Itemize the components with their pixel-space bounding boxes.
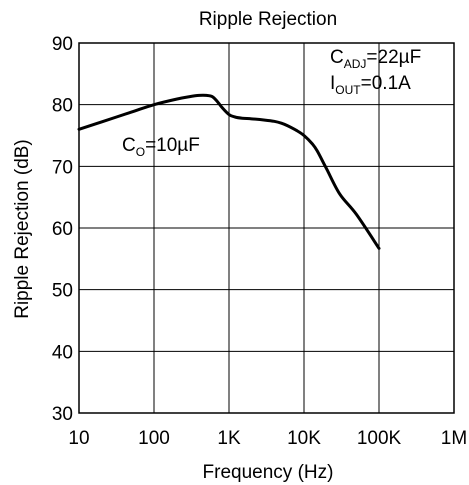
y-tick-label: 40 xyxy=(52,342,73,363)
x-tick-label: 100 xyxy=(138,428,170,449)
x-tick-label: 10 xyxy=(68,428,89,449)
chart-title: Ripple Rejection xyxy=(199,9,337,30)
x-tick-label: 1M xyxy=(441,428,467,449)
y-tick-label: 60 xyxy=(52,219,73,240)
y-axis-label: Ripple Rejection (dB) xyxy=(12,139,33,319)
y-axis-ticks: 30 40 50 60 70 80 90 xyxy=(52,34,73,425)
co-annotation: CO=10µF xyxy=(122,135,200,159)
y-tick-label: 80 xyxy=(52,96,73,117)
y-tick-label: 70 xyxy=(52,157,73,178)
y-tick-label: 30 xyxy=(52,404,73,425)
x-axis-label: Frequency (Hz) xyxy=(203,462,334,483)
cadj-annotation: CADJ=22µF xyxy=(330,47,421,71)
y-tick-label: 50 xyxy=(52,281,73,302)
x-tick-label: 100K xyxy=(357,428,402,449)
x-axis-ticks: 10 100 1K 10K 100K 1M xyxy=(68,428,467,449)
x-tick-label: 1K xyxy=(217,428,241,449)
x-tick-label: 10K xyxy=(287,428,321,449)
grid xyxy=(79,43,454,413)
y-tick-label: 90 xyxy=(52,34,73,55)
iout-annotation: IOUT=0.1A xyxy=(330,73,411,97)
